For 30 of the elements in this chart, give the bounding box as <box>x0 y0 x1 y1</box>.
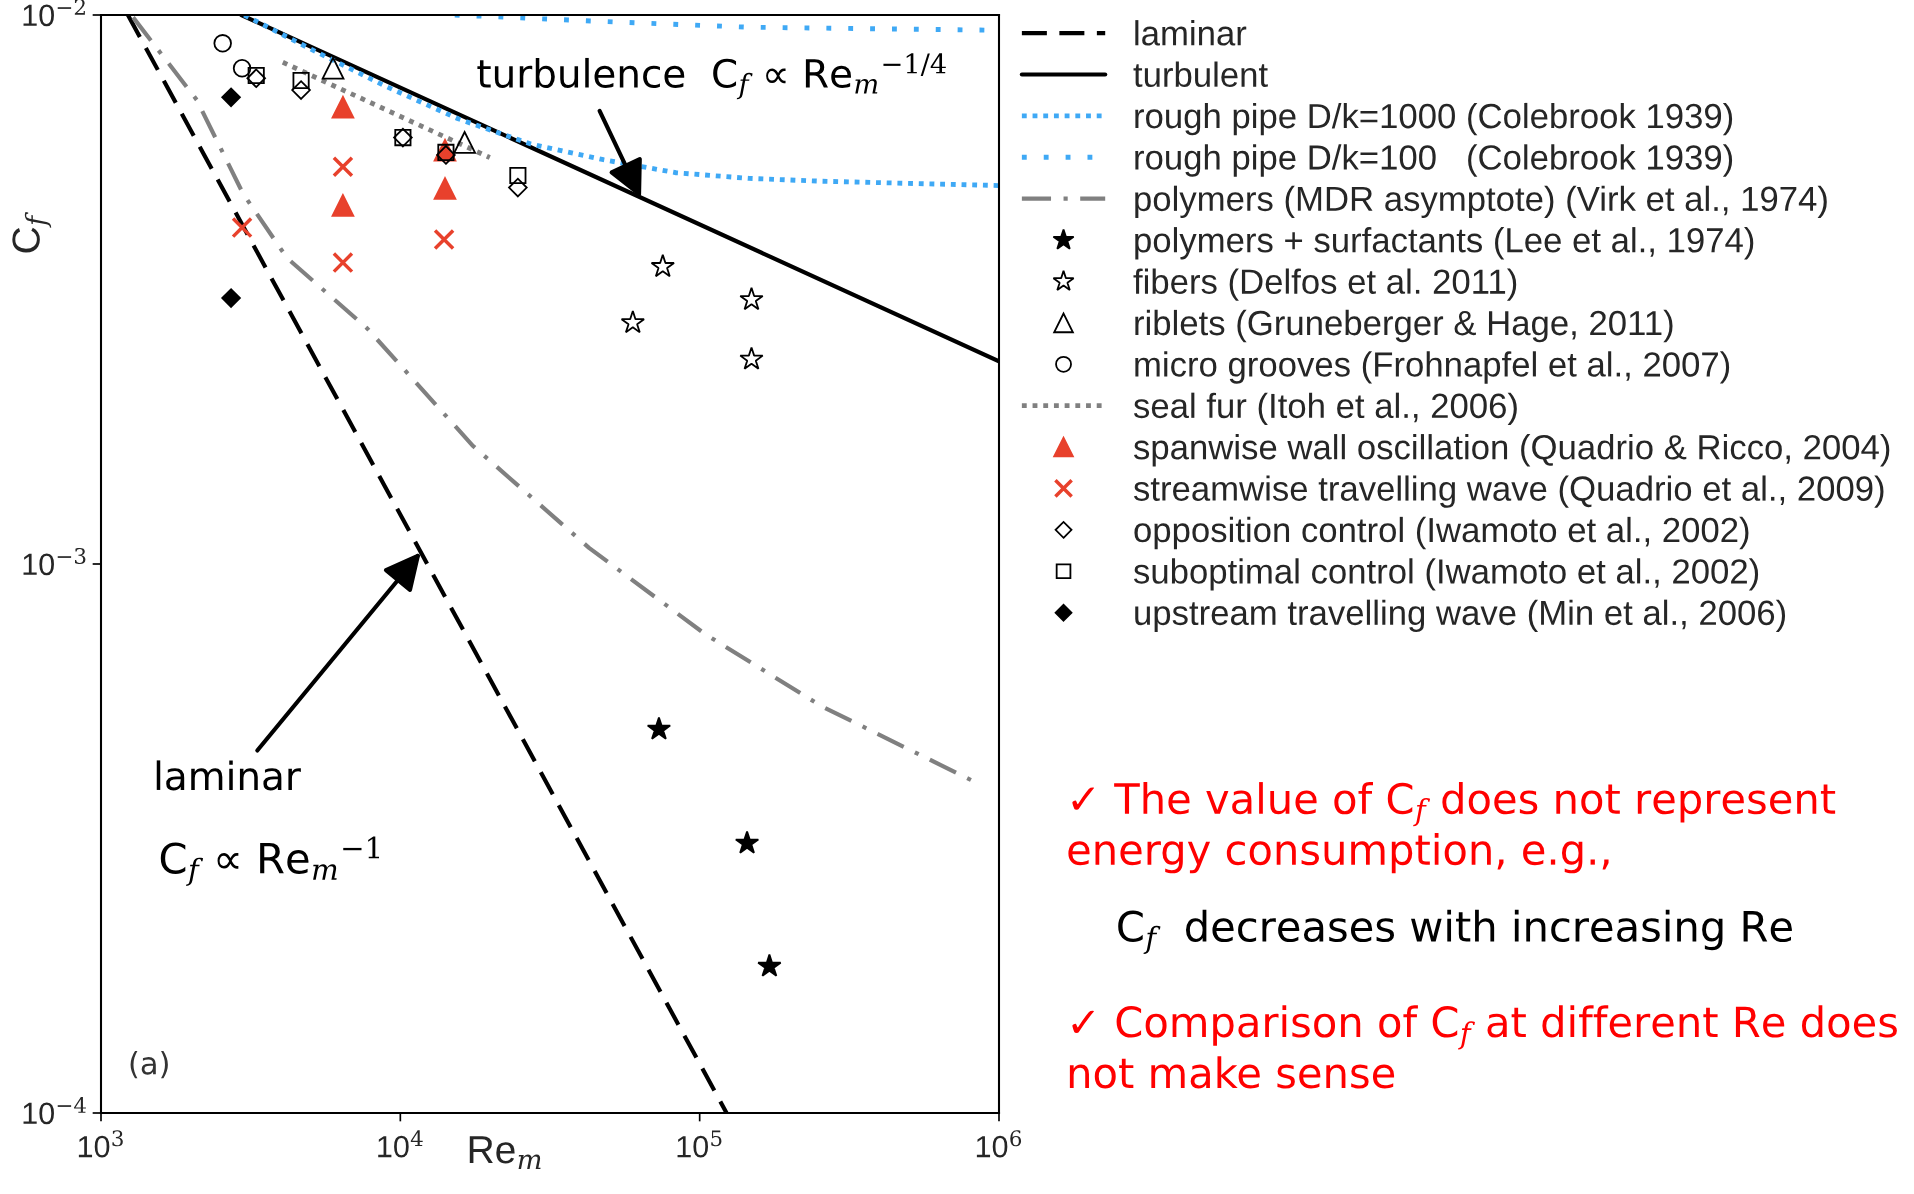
annotation: laminar <box>156 760 301 791</box>
legend-label: suboptimal control (Iwamoto et al., 2002) <box>1133 558 1759 591</box>
x-tick-label: 10$^{4}$ <box>378 1130 423 1158</box>
legend-label: laminar <box>1135 20 1247 46</box>
legend-label: micro grooves (Frohnapfel et al., 2007) <box>1135 351 1730 384</box>
y-axis-title: C$_{f}$ <box>12 211 52 253</box>
y-tick-label: 10$^{−3}$ <box>23 547 86 576</box>
text: C$_{f}$ decreases with increasing Re <box>1118 909 1792 955</box>
annotation: (a) <box>130 1051 168 1079</box>
text: ✓ The value of C$_{f}$ does not represent energy consumption, e.g., <box>1068 782 1836 874</box>
legend-label: rough pipe D/k=100 (Colebrook 1939) <box>1135 144 1733 177</box>
y-tick-label: 10$^{−4}$ <box>23 1096 86 1125</box>
legend-label: polymers + surfactants (Lee et al., 1974) <box>1135 227 1754 260</box>
legend-label: polymers (MDR asymptote) (Virk et al., 1974) <box>1135 185 1827 219</box>
legend-label: riblets (Gruneberger & Hage, 2011) <box>1135 309 1673 343</box>
x-tick-label: 10$^{3}$ <box>78 1130 123 1158</box>
x-axis-title: Re$_{m}$ <box>469 1136 541 1170</box>
x-tick-label: 10$^{5}$ <box>677 1130 722 1158</box>
legend-label: turbulent <box>1133 61 1268 87</box>
legend-label: streamwise travelling wave (Quadrio et al., 2009) <box>1133 475 1884 508</box>
text: ✓ Comparison of C$_{f}$ at different Re does not make sense <box>1069 1005 1897 1089</box>
legend-label: seal fur (Itoh et al., 2006) <box>1133 392 1517 426</box>
legend-label: opposition control (Iwamoto et al., 2002) <box>1134 516 1749 550</box>
annotation: turbulence C$_{f}$ ∝ Re$_{m}$$^{−1/4}$ <box>477 53 946 100</box>
x-tick-label: 10$^{6}$ <box>976 1130 1022 1158</box>
legend-label: spanwise wall oscillation (Quadrio & Ricco, 2004) <box>1133 434 1890 467</box>
legend-label: fibers (Delfos et al. 2011) <box>1133 268 1517 301</box>
legend-label: upstream travelling wave (Min et al., 2006) <box>1135 599 1786 633</box>
legend-label: rough pipe D/k=1000 (Colebrook 1939) <box>1135 102 1733 136</box>
annotation: C$_{f}$ ∝ Re$_{m}$$^{−1}$ <box>160 836 380 886</box>
